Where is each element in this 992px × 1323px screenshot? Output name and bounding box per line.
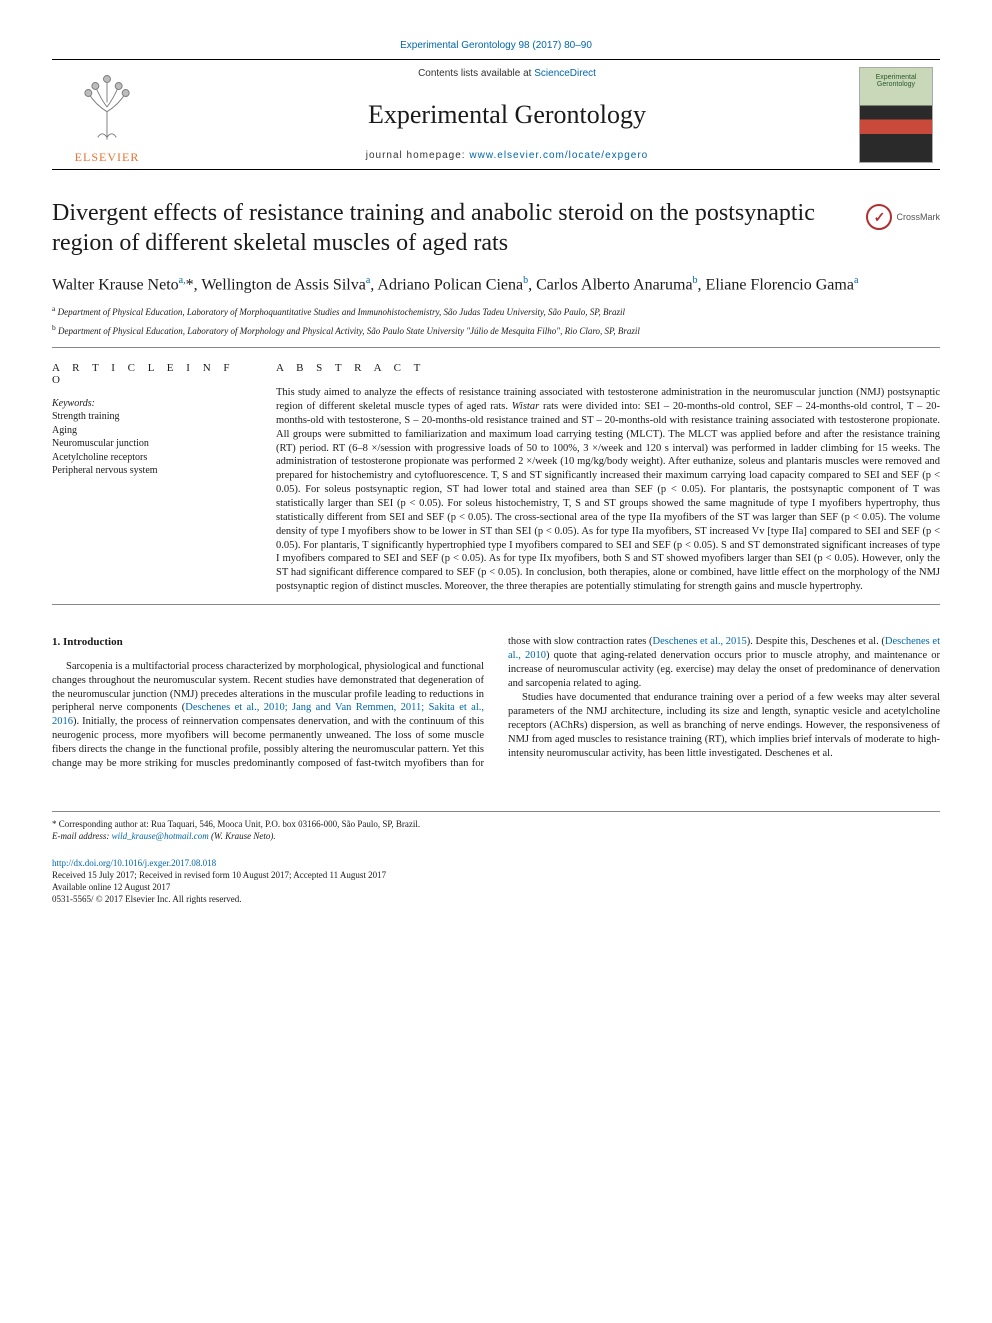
crossmark-label: CrossMark <box>896 212 940 222</box>
elsevier-tree-icon <box>68 68 146 146</box>
homepage-prefix: journal homepage: <box>366 150 470 161</box>
rule-top <box>52 347 940 348</box>
article-info-column: A R T I C L E I N F O Keywords: Strength… <box>52 362 252 594</box>
homepage-line: journal homepage: www.elsevier.com/locat… <box>166 150 848 161</box>
crossmark-badge[interactable]: ✓ CrossMark <box>866 204 940 230</box>
available-line: Available online 12 August 2017 <box>52 881 940 893</box>
page: Experimental Gerontology 98 (2017) 80–90 <box>0 0 992 935</box>
corresponding-author: * Corresponding author at: Rua Taquari, … <box>52 818 940 830</box>
journal-name: Experimental Gerontology <box>166 100 848 130</box>
abstract-column: A B S T R A C T This study aimed to anal… <box>276 362 940 594</box>
header-center: Contents lists available at ScienceDirec… <box>162 60 852 169</box>
rule-bottom <box>52 604 940 605</box>
email-link[interactable]: wild_krause@hotmail.com <box>112 831 209 841</box>
article-info-head: A R T I C L E I N F O <box>52 362 252 386</box>
keywords-label: Keywords: <box>52 398 252 409</box>
email-line: E-mail address: wild_krause@hotmail.com … <box>52 830 940 842</box>
cover-block: ExperimentalGerontology <box>852 60 940 169</box>
title-row: Divergent effects of resistance training… <box>52 198 940 258</box>
publisher-block: ELSEVIER <box>52 60 162 169</box>
sciencedirect-link[interactable]: ScienceDirect <box>534 68 596 79</box>
abstract-text: This study aimed to analyze the effects … <box>276 386 940 594</box>
info-abstract-row: A R T I C L E I N F O Keywords: Strength… <box>52 362 940 594</box>
introduction-section: 1. Introduction Sarcopenia is a multifac… <box>52 635 940 771</box>
contents-prefix: Contents lists available at <box>418 68 534 79</box>
affiliation-b: b Department of Physical Education, Labo… <box>52 323 940 338</box>
affiliation-a: a Department of Physical Education, Labo… <box>52 304 940 319</box>
body-two-col: 1. Introduction Sarcopenia is a multifac… <box>52 635 940 771</box>
article-title: Divergent effects of resistance training… <box>52 198 846 258</box>
journal-cover-thumb: ExperimentalGerontology <box>859 67 933 163</box>
authors: Walter Krause Netoa,*, Wellington de Ass… <box>52 274 940 296</box>
received-line: Received 15 July 2017; Received in revis… <box>52 869 940 881</box>
footer-meta: http://dx.doi.org/10.1016/j.exger.2017.0… <box>52 857 940 906</box>
homepage-link[interactable]: www.elsevier.com/locate/expgero <box>469 150 648 161</box>
footer: * Corresponding author at: Rua Taquari, … <box>52 811 940 905</box>
intro-p3: Studies have documented that endurance t… <box>508 691 940 761</box>
top-citation: Experimental Gerontology 98 (2017) 80–90 <box>52 40 940 51</box>
cover-title: ExperimentalGerontology <box>860 74 932 89</box>
citation-link[interactable]: Deschenes et al., 2015 <box>653 636 747 647</box>
abstract-head: A B S T R A C T <box>276 362 940 374</box>
contents-line: Contents lists available at ScienceDirec… <box>166 68 848 79</box>
crossmark-icon: ✓ <box>866 204 892 230</box>
doi-link[interactable]: http://dx.doi.org/10.1016/j.exger.2017.0… <box>52 857 940 869</box>
intro-head: 1. Introduction <box>52 635 484 650</box>
keywords-list: Strength trainingAgingNeuromuscular junc… <box>52 410 252 478</box>
journal-header: ELSEVIER Contents lists available at Sci… <box>52 59 940 170</box>
publisher-name: ELSEVIER <box>75 150 140 165</box>
issn-line: 0531-5565/ © 2017 Elsevier Inc. All righ… <box>52 893 940 905</box>
